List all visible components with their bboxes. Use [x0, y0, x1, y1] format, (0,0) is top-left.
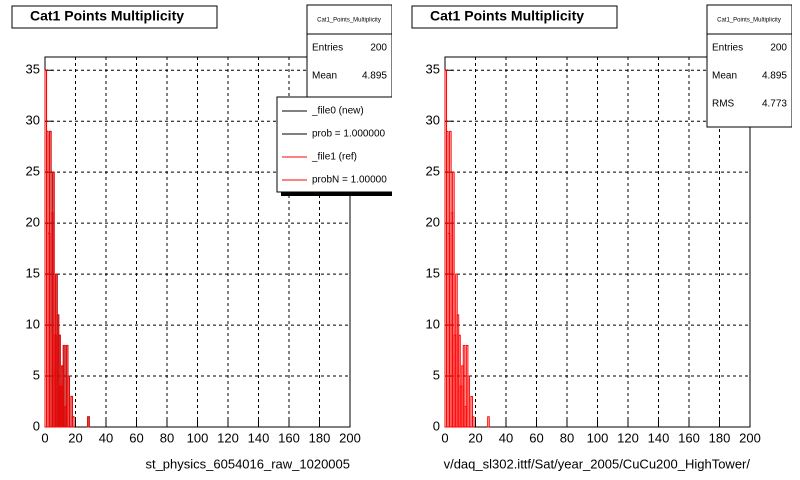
x-tick-label: 180 [709, 430, 731, 445]
y-tick-label: 30 [26, 113, 40, 128]
hist-bin [71, 416, 75, 428]
y-tick-label: 0 [433, 418, 440, 433]
x-tick-label: 20 [468, 430, 482, 445]
hist-bin [58, 334, 61, 428]
y-tick-label: 5 [433, 367, 440, 382]
stats-value: 4.773 [762, 99, 787, 110]
hist-bin [458, 334, 461, 428]
legend-label: _file0 (new) [311, 106, 364, 117]
y-tick-label: 20 [426, 215, 440, 230]
y-tick-label: 5 [33, 367, 40, 382]
y-tick-label: 25 [26, 164, 40, 179]
pad: Cat1 Points Multiplicity 0 5 10 15 20 25 30 35 0 2… [11, 4, 392, 471]
y-tick-label: 15 [426, 266, 440, 281]
title-box [411, 5, 618, 29]
hist-bin [87, 416, 90, 428]
y-tick-label: 35 [26, 62, 40, 77]
x-axis-label: v/daq_sl302.ittf/Sat/year_2005/CuCu200_H… [444, 456, 751, 471]
x-tick-label: 60 [529, 430, 543, 445]
hist-bin [70, 395, 73, 428]
x-tick-label: 120 [217, 430, 239, 445]
x-tick-label: 140 [648, 430, 670, 445]
chart-title: Cat1 Points Multiplicity [30, 8, 184, 24]
x-tick-label: 40 [499, 430, 513, 445]
x-tick-label: 200 [739, 430, 761, 445]
y-tick-label: 20 [26, 215, 40, 230]
x-tick-label: 80 [160, 430, 174, 445]
stats-title: Cat1_Points_Multiplicity [717, 18, 781, 24]
hist-bin [462, 344, 466, 428]
x-tick-label: 40 [99, 430, 113, 445]
x-tick-label: 120 [617, 430, 639, 445]
stats-box [706, 4, 792, 128]
hist-bin [62, 344, 66, 428]
x-tick-label: 100 [187, 430, 209, 445]
hist-bin [452, 171, 455, 428]
x-tick-label: 200 [339, 430, 361, 445]
pad: Cat1 Points Multiplicity 0 5 10 15 20 25 30 35 0 2… [411, 4, 792, 471]
y-tick-label: 30 [426, 113, 440, 128]
x-tick-label: 160 [278, 430, 300, 445]
x-axis-label: st_physics_6054016_raw_1020005 [145, 456, 350, 471]
stats-label: Entries [712, 43, 743, 54]
stats-label: Mean [712, 71, 737, 82]
x-tick-label: 180 [309, 430, 331, 445]
stats-label: Mean [312, 71, 337, 82]
x-tick-label: 80 [560, 430, 574, 445]
hist-bin [467, 375, 470, 428]
hist-bin [487, 416, 490, 428]
stats-label: Entries [312, 43, 343, 54]
title-box [11, 5, 218, 29]
y-tick-label: 0 [33, 418, 40, 433]
x-tick-label: 60 [129, 430, 143, 445]
stats-title: Cat1_Points_Multiplicity [317, 18, 381, 24]
x-tick-label: 0 [41, 430, 48, 445]
y-tick-label: 10 [26, 317, 40, 332]
legend-label: _file1 (ref) [311, 152, 357, 163]
y-tick-label: 25 [426, 164, 440, 179]
hist-bin [470, 395, 473, 428]
stats-value: 4.895 [762, 71, 787, 82]
legend-note: probN = 1.00000 [312, 175, 387, 186]
stats-value: 200 [370, 43, 387, 54]
legend-note: prob = 1.000000 [312, 129, 386, 140]
stats-value: 4.895 [362, 71, 387, 82]
hist-bin [52, 171, 55, 428]
x-tick-label: 20 [68, 430, 82, 445]
hist-bin [67, 375, 70, 428]
chart-title: Cat1 Points Multiplicity [430, 8, 584, 24]
y-tick-label: 10 [426, 317, 440, 332]
x-tick-label: 140 [248, 430, 270, 445]
y-tick-label: 35 [426, 62, 440, 77]
x-tick-label: 0 [441, 430, 448, 445]
legend-box [276, 96, 392, 193]
stats-value: 200 [770, 43, 787, 54]
x-tick-label: 160 [678, 430, 700, 445]
stats-label: RMS [712, 99, 735, 110]
y-tick-label: 15 [26, 266, 40, 281]
hist-bin [471, 416, 475, 428]
stats-box [306, 4, 392, 100]
x-tick-label: 100 [587, 430, 609, 445]
